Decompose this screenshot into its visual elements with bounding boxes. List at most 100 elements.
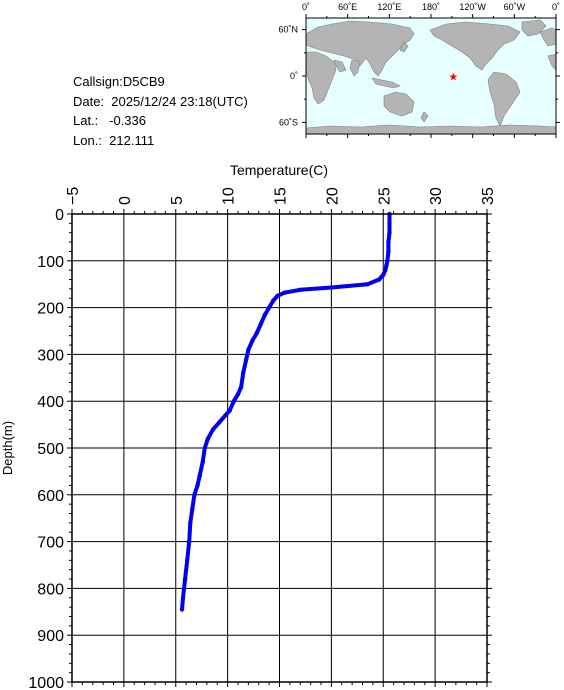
landmass-south-america <box>487 71 521 127</box>
temperature-point <box>384 263 389 268</box>
landmass-india <box>349 59 361 77</box>
temperature-point <box>240 370 246 376</box>
temperature-point <box>223 413 228 418</box>
chart-grid <box>67 209 492 687</box>
y-tick-label: 400 <box>37 394 64 411</box>
y-tick-label: 100 <box>37 254 64 271</box>
temperature-point <box>202 445 207 451</box>
landmass-japan <box>399 41 409 53</box>
temperature-point <box>271 298 276 303</box>
temperature-point <box>238 384 244 390</box>
map-lat-label: 60˚S <box>279 117 298 127</box>
landmass-indonesia <box>371 77 401 89</box>
world-map: 0˚ 60˚E 120˚E 180˚ 120˚W 60˚W 0˚ 60˚N 0˚ 60˚S ★ <box>278 2 560 138</box>
temperature-point <box>235 391 241 397</box>
map-lat-label: 0˚ <box>290 71 298 81</box>
y-tick-label: 700 <box>37 535 64 552</box>
longitude-text: Lon.: 212.111 <box>73 132 155 148</box>
x-tick-label: 30 <box>428 187 445 205</box>
temperature-point <box>250 338 255 343</box>
temperature-point <box>197 473 202 479</box>
temperature-point <box>282 290 287 295</box>
y-tick-label: 800 <box>37 581 64 598</box>
y-tick-label: 1000 <box>28 675 64 690</box>
landmass-arabia <box>333 59 347 73</box>
temperature-point <box>275 293 280 299</box>
landmass-north-america <box>429 21 521 71</box>
temperature-point <box>231 399 237 404</box>
plot-frame <box>71 213 488 683</box>
map-lat-label: 60˚N <box>278 25 298 35</box>
temperature-point <box>192 492 197 497</box>
landmass-eurasia <box>305 20 415 77</box>
temperature-point <box>200 459 205 465</box>
temperature-profile-line <box>180 212 392 612</box>
temperature-point <box>182 576 188 582</box>
map-lon-label: 180˚ <box>422 2 440 12</box>
map-land <box>305 19 557 135</box>
temperature-point <box>262 312 268 317</box>
map-lon-label: 0˚ <box>302 2 310 12</box>
temperature-point <box>298 287 303 293</box>
temperature-point <box>376 277 382 282</box>
y-axis-label: Depth(m) <box>0 421 15 475</box>
y-tick-label: 300 <box>37 347 64 364</box>
landmass-new-zealand <box>420 111 429 123</box>
temperature-point <box>244 356 249 362</box>
temperature-point <box>188 520 193 526</box>
temperature-point <box>254 331 259 336</box>
temperature-point <box>386 239 391 245</box>
landmass-africa <box>305 51 337 105</box>
map-lon-label: 60˚E <box>338 2 357 12</box>
x-tick-label: 15 <box>273 187 290 205</box>
temperature-point <box>184 558 190 563</box>
temperature-point <box>217 420 222 425</box>
station-star-icon: ★ <box>448 71 458 83</box>
latitude-text: Lat.: -0.336 <box>73 113 146 128</box>
temperature-point <box>246 347 251 352</box>
map-ticks <box>302 14 560 138</box>
y-tick-label: 600 <box>37 488 64 505</box>
temperature-point <box>365 282 370 287</box>
x-tick-label: 10 <box>221 187 238 205</box>
station-info: Callsign:D5CB9 Date: 2025/12/24 23:18(UT… <box>73 72 248 150</box>
map-lon-label: 0˚ <box>552 2 560 12</box>
date-text: Date: 2025/12/24 23:18(UTC) <box>73 93 248 109</box>
temperature-point <box>210 427 216 432</box>
temperature-point <box>383 267 388 273</box>
temperature-point <box>387 221 392 226</box>
temperature-point <box>266 305 272 310</box>
y-tick-label: 0 <box>55 207 64 224</box>
map-lon-label: 60˚W <box>504 2 526 12</box>
x-tick-label: −5 <box>65 187 82 205</box>
map-lon-label: 120˚W <box>459 2 486 12</box>
map-latitude-labels: 60˚N 0˚ 60˚S <box>278 25 298 128</box>
callsign-text: Callsign:D5CB9 <box>73 74 165 89</box>
y-tick-label: 200 <box>37 301 64 318</box>
temperature-point <box>386 249 391 254</box>
y-axis-ticks: 0 100 200 300 400 500 600 700 800 900 1000 <box>28 207 64 690</box>
temperature-point <box>258 321 264 327</box>
temperature-point <box>387 230 392 235</box>
x-axis-label: Temperature(C) <box>230 162 328 178</box>
map-lon-label: 120˚E <box>377 2 401 12</box>
temperature-point <box>329 285 334 290</box>
landmass-australia <box>383 91 415 117</box>
x-tick-label: 20 <box>324 187 341 205</box>
temperature-series <box>179 211 392 612</box>
temperature-point <box>179 607 185 612</box>
y-tick-label: 900 <box>37 628 64 645</box>
temperature-point <box>381 272 386 278</box>
x-axis-ticks: −5 0 5 10 15 20 25 30 35 <box>65 187 497 205</box>
temperature-point <box>195 483 200 488</box>
map-longitude-labels: 0˚ 60˚E 120˚E 180˚ 120˚W 60˚W 0˚ <box>302 2 560 12</box>
temperature-point <box>227 408 232 413</box>
x-tick-label: 25 <box>376 187 393 205</box>
temperature-point <box>187 539 192 544</box>
x-tick-label: 35 <box>480 187 497 205</box>
temperature-point <box>205 436 211 441</box>
temperature-point <box>385 258 390 263</box>
x-tick-label: 0 <box>117 196 134 205</box>
temperature-point <box>180 595 186 600</box>
